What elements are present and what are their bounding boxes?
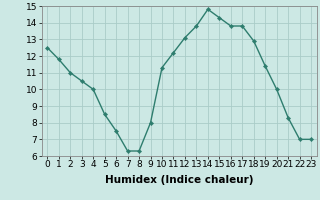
X-axis label: Humidex (Indice chaleur): Humidex (Indice chaleur) [105,175,253,185]
